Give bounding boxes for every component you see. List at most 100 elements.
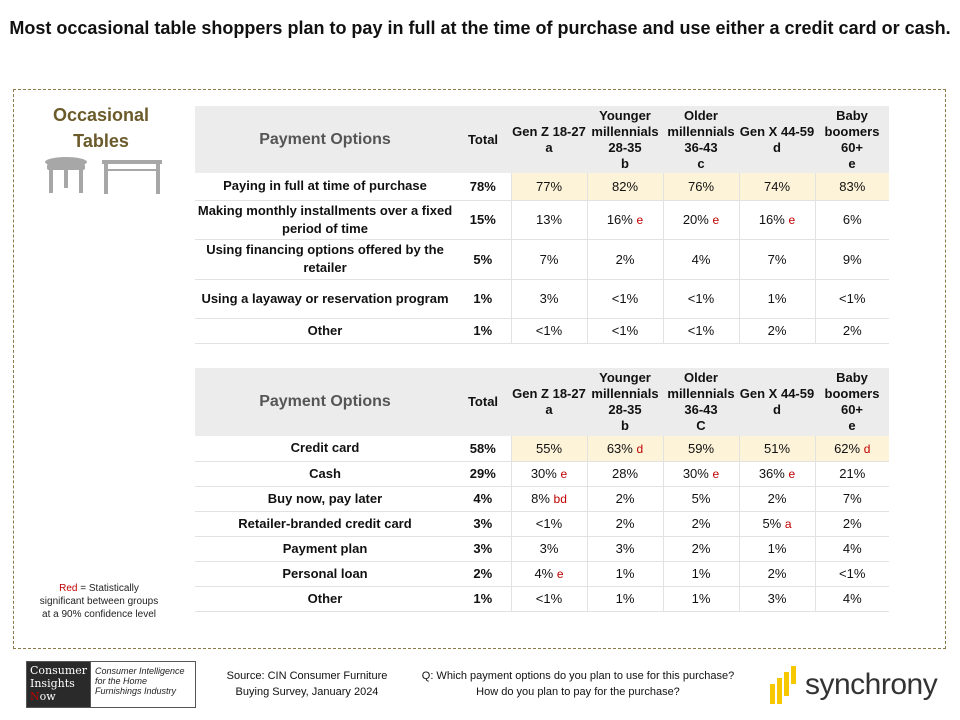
row-label: Retailer-branded credit card [195,511,455,537]
significance-marker: e [712,213,720,227]
cell-value: 6% [842,212,862,227]
header-total: Total [455,106,511,173]
segment-cell: 20% e [662,200,739,240]
segment-cell: 16% e [586,200,663,240]
payment-options-table: Payment Options Total Gen Z 18-27 a Young… [195,106,889,344]
cell-value: 1% [767,291,787,306]
legend-text: = Statistically significant between grou… [39,583,159,620]
total-value: 78% [455,173,511,201]
cell-value: 55% [535,440,563,456]
segment-cell: 74% [738,173,815,201]
cell-value: 59% [687,440,715,456]
header-segment: Younger millennials 28-35 b [587,106,663,173]
segment-cell: <1% [814,561,889,587]
segment-cell: 63% d [586,436,663,462]
header-segment: Baby boomers 60+ e [815,368,889,436]
segment-cell: 2% [738,318,815,344]
segment-cell: 1% [662,586,739,612]
cell-value: 28% [611,466,639,481]
segment-cell: 2% [738,561,815,587]
cell-value: 2% [842,323,862,338]
row-label: Cash [195,461,455,487]
row-label: Buy now, pay later [195,486,455,512]
cell-value: 3% [615,541,635,556]
cell-value: 7% [767,251,787,267]
cell-value: 7% [539,251,559,267]
significance-marker: d [863,441,871,456]
significance-marker: a [784,517,792,531]
segment-cell: 1% [662,561,739,587]
synchrony-wordmark: synchrony [805,668,938,701]
header-segment: Gen Z 18-27 a [511,106,587,173]
segment-cell: <1% [510,511,587,537]
cell-value: <1% [535,516,563,531]
cell-value: <1% [535,323,563,338]
cell-value: 7% [842,491,862,506]
column-letter: a [545,402,553,417]
cell-value: 4% [842,541,862,556]
furniture-icons [45,157,162,194]
cell-value: 21% [839,466,866,481]
significance-marker: e [636,213,644,227]
cell-value: 36% [758,466,785,481]
segment-cell: <1% [662,279,739,319]
total-value: 29% [455,461,511,487]
total-value: 4% [455,486,511,512]
significance-marker: d [636,441,644,456]
segment-cell: 77% [510,173,587,201]
segment-cell: 28% [586,461,663,487]
cell-value: 2% [615,516,635,531]
cin-logo-mark: Consumer Insights Now [27,662,90,707]
cell-value: 2% [615,251,635,267]
payment-method-table: Payment Options Total Gen Z 18-27 a Young… [195,368,889,612]
segment-cell: 2% [662,511,739,537]
cell-value: 2% [691,541,711,556]
segment-cell: 7% [814,486,889,512]
total-value: 58% [455,436,511,462]
segment-cell: 51% [738,436,815,462]
cell-value: <1% [611,291,639,306]
segment-cell: 2% [586,239,663,280]
cell-value: 1% [767,541,787,556]
cell-value: 4% [842,591,862,606]
cell-value: 30% [682,466,709,481]
header-segment: Gen Z 18-27 a [511,368,587,436]
cell-value: 1% [615,566,635,581]
row-label: Other [195,318,455,344]
cell-value: 2% [691,516,711,531]
header-total: Total [455,368,511,436]
column-letter: d [773,402,781,417]
cell-value: 8% [531,491,550,506]
total-value: 1% [455,318,511,344]
segment-cell: 3% [738,586,815,612]
row-label: Other [195,586,455,612]
segment-cell: 36% e [738,461,815,487]
cell-value: 3% [539,541,559,556]
cell-value: 74% [763,178,791,194]
table-header-row: Payment Options Total Gen Z 18-27 a Young… [195,106,889,173]
cell-value: 16% [758,212,785,227]
cell-value: 4% [534,566,554,581]
segment-cell: 5% a [738,511,815,537]
segment-cell: <1% [586,279,663,319]
header-segment: Gen X 44-59 d [739,106,815,173]
significance-marker: e [560,467,568,481]
segment-cell: 7% [510,239,587,280]
segment-cell: 2% [662,536,739,562]
header-segment: Older millennials 36-43 c [663,106,739,173]
cell-value: 2% [767,566,787,581]
cell-value: <1% [611,323,639,338]
cell-value: 1% [691,566,711,581]
segment-cell: 2% [738,486,815,512]
segment-cell: 82% [586,173,663,201]
total-value: 3% [455,511,511,537]
cell-value: 2% [615,491,635,506]
segment-cell: 8% bd [510,486,587,512]
total-value: 1% [455,279,511,319]
content-frame [13,89,946,649]
table-row: Personal loan 2% 4% e 1% 1% 2% <1% [195,561,889,587]
segment-cell: 2% [814,318,889,344]
rectangular-table-icon [102,160,162,194]
row-label: Credit card [195,436,455,462]
cell-value: 1% [615,591,635,606]
